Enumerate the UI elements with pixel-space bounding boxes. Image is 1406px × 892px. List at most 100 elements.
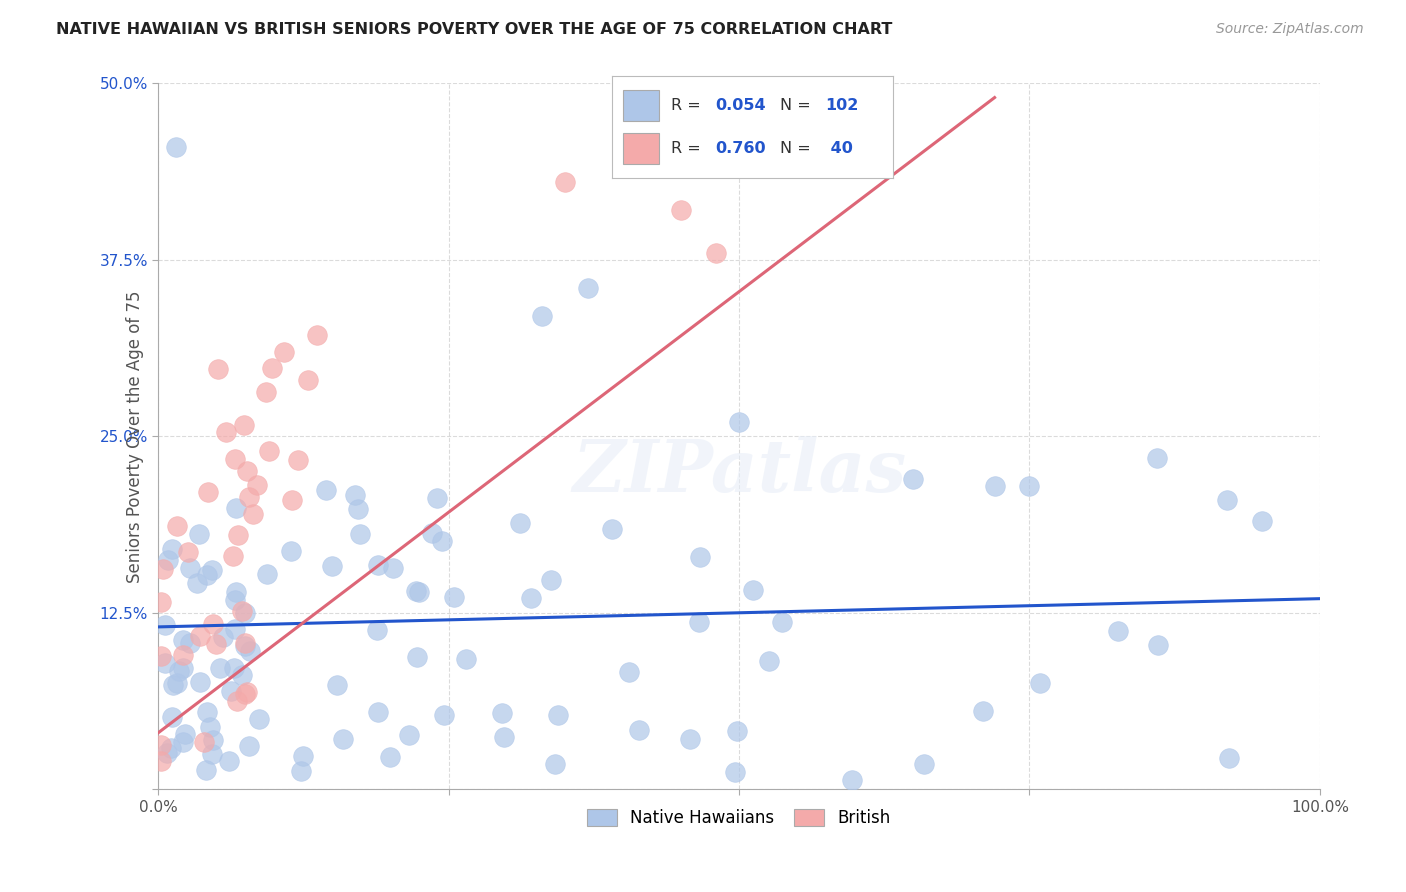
- Point: [398, 729, 420, 743]
- Point: [260, 361, 283, 376]
- Point: [233, 417, 256, 432]
- Point: [187, 526, 209, 541]
- Point: [547, 708, 569, 723]
- Point: [214, 425, 236, 440]
- Point: [162, 678, 184, 692]
- Point: [162, 541, 184, 556]
- Point: [315, 483, 337, 497]
- Text: 102: 102: [825, 98, 859, 113]
- Point: [1250, 514, 1272, 528]
- Point: [491, 706, 513, 721]
- Point: [233, 639, 256, 653]
- Point: [152, 562, 174, 576]
- Point: [224, 623, 246, 637]
- Point: [742, 582, 765, 597]
- Point: [636, 133, 658, 147]
- Point: [280, 544, 302, 558]
- Point: [198, 720, 221, 734]
- Point: [287, 452, 309, 467]
- Text: NATIVE HAWAIIAN VS BRITISH SENIORS POVERTY OVER THE AGE OF 75 CORRELATION CHART: NATIVE HAWAIIAN VS BRITISH SENIORS POVER…: [56, 22, 893, 37]
- Point: [297, 373, 319, 387]
- Text: R =: R =: [671, 98, 706, 113]
- Point: [238, 490, 260, 504]
- Point: [149, 738, 172, 752]
- Point: [188, 629, 211, 643]
- Point: [226, 694, 249, 708]
- Point: [367, 558, 389, 573]
- Point: [202, 617, 225, 632]
- Point: [224, 451, 246, 466]
- Point: [179, 561, 201, 575]
- Point: [292, 748, 315, 763]
- Point: [222, 549, 245, 563]
- Point: [233, 636, 256, 650]
- Point: [841, 772, 863, 787]
- Point: [903, 472, 925, 486]
- Point: [1147, 638, 1170, 652]
- Point: [1146, 450, 1168, 465]
- Point: [179, 635, 201, 649]
- Point: [156, 746, 179, 760]
- Point: [238, 739, 260, 753]
- Y-axis label: Seniors Poverty Over the Age of 75: Seniors Poverty Over the Age of 75: [127, 290, 145, 582]
- Point: [305, 328, 328, 343]
- Point: [236, 464, 259, 478]
- Point: [166, 519, 188, 533]
- Text: ZIPatlas: ZIPatlas: [572, 436, 905, 508]
- Point: [914, 756, 936, 771]
- Point: [381, 560, 404, 574]
- Point: [193, 735, 215, 749]
- Bar: [623, 133, 659, 164]
- Point: [218, 754, 240, 768]
- Point: [1018, 479, 1040, 493]
- Point: [149, 649, 172, 664]
- Point: [166, 676, 188, 690]
- Point: [257, 443, 280, 458]
- Point: [195, 568, 218, 582]
- Text: N =: N =: [780, 98, 817, 113]
- Point: [688, 615, 710, 629]
- Point: [1107, 624, 1129, 639]
- Point: [160, 740, 183, 755]
- Point: [405, 649, 427, 664]
- Text: 40: 40: [825, 141, 853, 156]
- Point: [254, 384, 277, 399]
- Point: [689, 550, 711, 565]
- Point: [679, 731, 702, 746]
- Point: [509, 516, 531, 531]
- Point: [167, 665, 190, 679]
- Point: [617, 665, 640, 680]
- Point: [256, 567, 278, 582]
- Point: [202, 732, 225, 747]
- Point: [380, 750, 402, 764]
- Point: [186, 575, 208, 590]
- Point: [1216, 492, 1239, 507]
- Point: [195, 705, 218, 719]
- Point: [321, 558, 343, 573]
- Text: N =: N =: [780, 141, 817, 156]
- Text: Source: ZipAtlas.com: Source: ZipAtlas.com: [1216, 22, 1364, 37]
- Point: [205, 637, 228, 651]
- Point: [239, 644, 262, 658]
- Point: [554, 175, 576, 189]
- Point: [728, 415, 751, 429]
- Point: [197, 484, 219, 499]
- Point: [162, 710, 184, 724]
- Point: [273, 345, 295, 359]
- Point: [246, 477, 269, 491]
- Point: [602, 522, 624, 536]
- Point: [231, 668, 253, 682]
- Point: [225, 501, 247, 516]
- Point: [226, 528, 249, 542]
- Point: [724, 764, 747, 779]
- Point: [172, 648, 194, 662]
- Point: [983, 479, 1005, 493]
- Point: [343, 487, 366, 501]
- Point: [249, 712, 271, 726]
- Point: [201, 562, 224, 576]
- Point: [367, 705, 389, 719]
- Point: [209, 661, 232, 675]
- Point: [494, 730, 516, 744]
- Legend: Native Hawaiians, British: Native Hawaiians, British: [581, 802, 898, 834]
- Point: [432, 533, 454, 548]
